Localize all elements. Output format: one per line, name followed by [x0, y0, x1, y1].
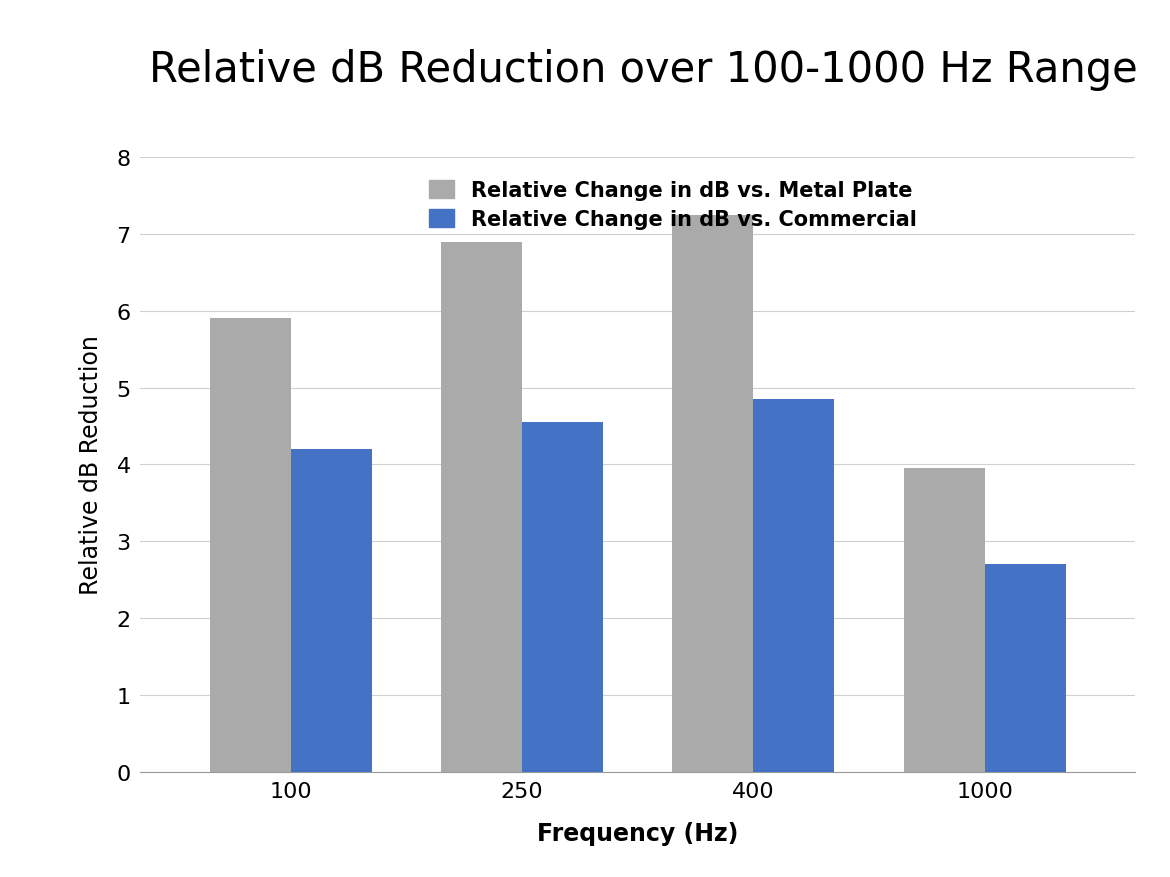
- Text: Relative dB Reduction over 100-1000 Hz Range: Relative dB Reduction over 100-1000 Hz R…: [149, 49, 1138, 91]
- Bar: [753, 400, 834, 772]
- X-axis label: Frequency (Hz): Frequency (Hz): [537, 821, 738, 845]
- Bar: [522, 423, 603, 772]
- Bar: [290, 450, 372, 772]
- Bar: [441, 242, 522, 772]
- Bar: [903, 468, 985, 772]
- Bar: [209, 319, 290, 772]
- Legend: Relative Change in dB vs. Metal Plate, Relative Change in dB vs. Commercial: Relative Change in dB vs. Metal Plate, R…: [429, 181, 917, 230]
- Bar: [673, 216, 753, 772]
- Bar: [985, 565, 1066, 772]
- Y-axis label: Relative dB Reduction: Relative dB Reduction: [78, 335, 103, 595]
